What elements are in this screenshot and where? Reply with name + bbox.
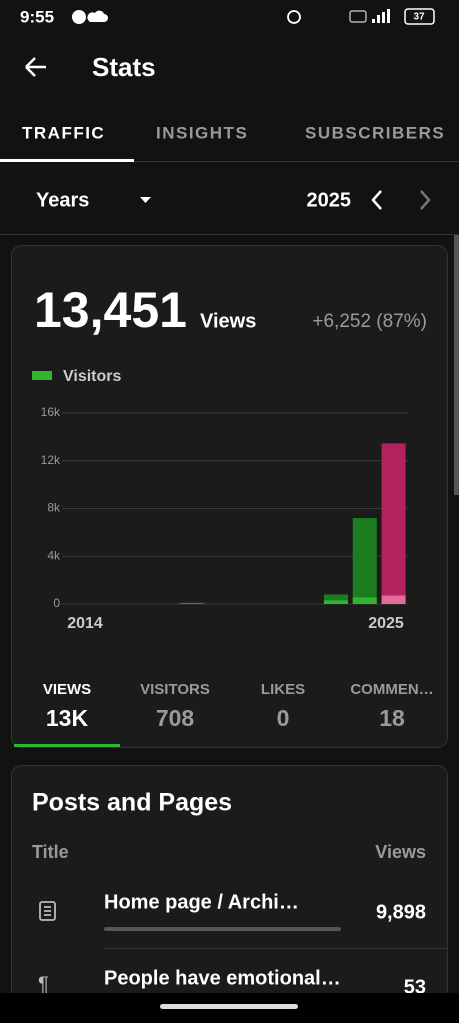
bar	[323, 594, 348, 604]
stat-label: VIEWS	[43, 681, 91, 698]
status-time: 9:55	[20, 7, 54, 26]
battery	[404, 8, 435, 25]
y-tick-label: 12k	[41, 453, 61, 467]
divider	[0, 161, 459, 162]
back-button[interactable]	[25, 57, 46, 77]
tab[interactable]: SUBSCRIBERS	[305, 123, 445, 142]
post-title[interactable]: People have emotional…	[104, 967, 341, 989]
stat-value: 708	[156, 705, 195, 731]
tab[interactable]: TRAFFIC	[22, 123, 105, 142]
battery-level: 37	[413, 12, 425, 23]
divider	[104, 948, 448, 949]
y-tick-label: 8k	[47, 501, 61, 515]
tab-indicator	[0, 159, 134, 162]
stat-label: VISITORS	[140, 681, 210, 698]
period-unit[interactable]: Years	[36, 189, 89, 211]
paragraph-icon: ¶	[38, 973, 49, 995]
legend-label: Visitors	[63, 368, 122, 385]
y-tick-label: 4k	[47, 548, 61, 562]
traffic-card	[11, 245, 448, 748]
x-tick-label: 2025	[368, 615, 404, 632]
stat-value: 18	[379, 705, 405, 731]
status-icon	[87, 10, 108, 22]
total-label: Views	[200, 310, 256, 332]
bar	[352, 518, 377, 604]
post-views: 9,898	[376, 901, 426, 923]
bar	[352, 597, 377, 604]
prev-button[interactable]	[371, 190, 382, 210]
stat-value: 0	[277, 705, 290, 731]
home-handle[interactable]	[160, 1004, 298, 1009]
bar	[323, 600, 348, 604]
scrollbar	[454, 235, 459, 495]
next-button[interactable]	[420, 190, 431, 210]
stat-tabs: VIEWS 13K VISITORS 708 LIKES 0 COMMEN… 18	[43, 681, 434, 731]
bar	[179, 602, 204, 604]
column-header: Title	[32, 842, 69, 862]
dropdown-icon[interactable]	[140, 197, 151, 203]
stat-tab-indicator	[14, 744, 120, 747]
legend-swatch	[32, 371, 52, 380]
post-views: 53	[404, 976, 426, 998]
column-header: Views	[375, 842, 426, 862]
y-tick-label: 16k	[41, 405, 61, 419]
posts-section: Posts and Pages Title Views Home page / …	[11, 765, 448, 998]
bar	[381, 595, 406, 604]
stat-value: 13K	[46, 705, 89, 731]
posts-title: Posts and Pages	[32, 789, 232, 817]
status-icons	[287, 9, 390, 24]
total-views: 13,451	[34, 282, 187, 338]
x-tick-label: 2014	[67, 615, 103, 632]
change: +6,252 (87%)	[312, 311, 427, 332]
chart: 0 4k 8k 12k 16k Visitors 2014 2025	[32, 368, 408, 632]
period-current: 2025	[307, 189, 352, 211]
bar	[381, 443, 406, 604]
page-icon	[39, 901, 56, 921]
posts-card	[11, 765, 448, 993]
page-title: Stats	[92, 52, 156, 82]
divider	[0, 234, 459, 235]
y-tick-label: 0	[53, 596, 60, 610]
tab[interactable]: INSIGHTS	[156, 123, 248, 142]
stat-label: COMMEN…	[350, 681, 433, 698]
stat-label: LIKES	[261, 681, 305, 698]
post-bar	[104, 927, 341, 931]
post-title[interactable]: Home page / Archi…	[104, 891, 299, 913]
status-icon	[72, 10, 86, 24]
